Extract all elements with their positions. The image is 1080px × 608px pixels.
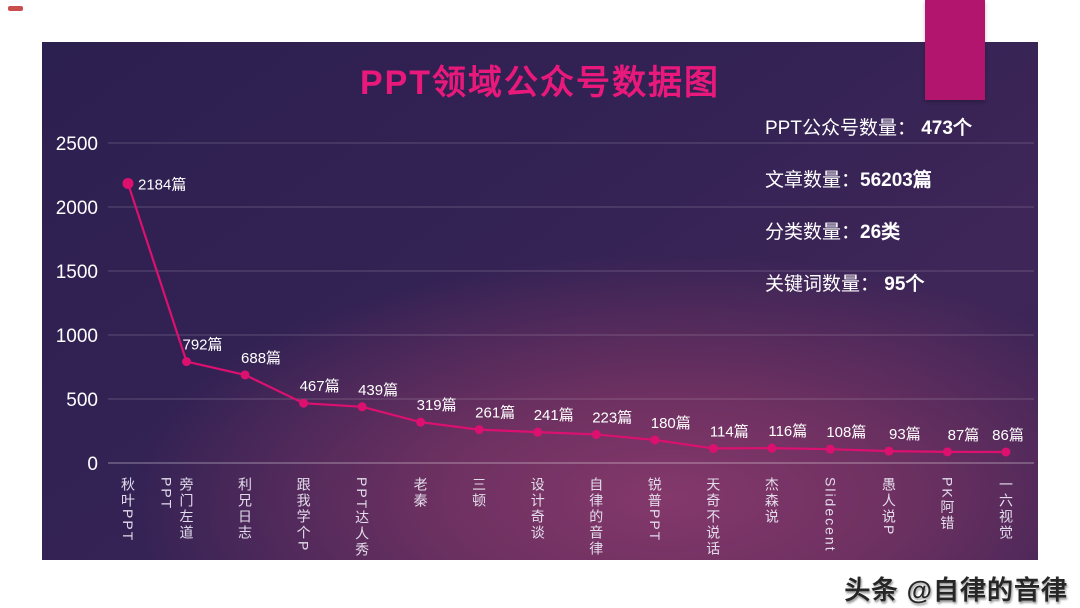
stat-line-articles: 文章数量：56203篇 [765, 170, 1025, 192]
data-point-label: 467篇 [300, 377, 340, 395]
chart-panel: PPT领域公众号数据图 PPT公众号数量： 473个 文章数量：56203篇 分… [42, 42, 1038, 560]
y-axis-tick-label: 0 [87, 454, 98, 475]
data-point-label: 792篇 [183, 336, 223, 354]
data-line [126, 183, 1006, 454]
stat-value: 95个 [879, 274, 925, 295]
data-point [884, 446, 894, 456]
data-point [767, 443, 777, 453]
stat-value: 56203篇 [860, 170, 932, 191]
data-point [825, 444, 835, 454]
stat-label: PPT公众号数量： [765, 118, 916, 139]
data-point-label: 439篇 [358, 381, 398, 399]
page-title: PPT领域公众号数据图 [359, 64, 721, 102]
data-point-label: 688篇 [241, 349, 281, 367]
stat-label: 关键词数量： [765, 274, 880, 295]
accent-rect [925, 0, 985, 100]
stat-label: 分类数量： [765, 222, 861, 243]
stat-line-categories: 分类数量：26类 [765, 222, 1025, 244]
data-point-label: 108篇 [826, 423, 866, 441]
data-point-label: 114篇 [710, 422, 749, 440]
data-point-label: 241篇 [534, 406, 574, 424]
data-point [1001, 447, 1011, 457]
data-point-label: 223篇 [592, 408, 632, 426]
data-point-label: 86篇 [992, 426, 1024, 444]
data-point-label: 319篇 [417, 396, 457, 414]
data-point-label: 87篇 [948, 426, 980, 444]
y-axis-tick-label: 2000 [56, 198, 98, 219]
data-point [357, 402, 367, 412]
corner-mark [8, 6, 23, 11]
data-point-label: 116篇 [768, 422, 807, 440]
data-point-label: 261篇 [475, 404, 515, 422]
stat-line-keywords: 关键词数量： 95个 [765, 274, 1025, 296]
y-axis-tick-label: 500 [66, 390, 98, 411]
data-point [122, 177, 134, 189]
data-point [591, 429, 601, 439]
watermark: 头条 @自律的音律 [844, 575, 1068, 605]
data-point [416, 417, 426, 427]
data-point [650, 435, 660, 445]
data-point-label: 93篇 [889, 425, 921, 443]
data-point-label: 180篇 [651, 414, 691, 432]
data-point-label: 2184篇 [138, 175, 186, 193]
data-point [182, 357, 192, 367]
stat-label: 文章数量： [765, 170, 861, 191]
stat-value: 473个 [915, 118, 972, 139]
data-point [299, 398, 309, 408]
data-point [942, 447, 952, 457]
data-point [240, 370, 250, 380]
stat-value: 26类 [860, 222, 901, 243]
data-point [533, 427, 543, 437]
y-axis-tick-label: 2500 [56, 134, 98, 155]
line-chart: 0 500 1000 1500 2000 2500 2184篇 792篇 688篇 467篇 439… [56, 134, 1034, 475]
data-point [708, 443, 718, 453]
stats-panel: PPT公众号数量： 473个 文章数量：56203篇 分类数量：26类 关键词数… [765, 118, 1025, 326]
y-axis-tick-label: 1000 [56, 326, 98, 347]
data-point [474, 425, 484, 435]
stat-line-accounts: PPT公众号数量： 473个 [765, 118, 1025, 140]
y-axis-tick-label: 1500 [56, 262, 98, 283]
